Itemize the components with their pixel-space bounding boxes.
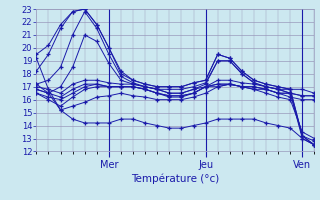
X-axis label: Température (°c): Température (°c)	[131, 174, 220, 184]
